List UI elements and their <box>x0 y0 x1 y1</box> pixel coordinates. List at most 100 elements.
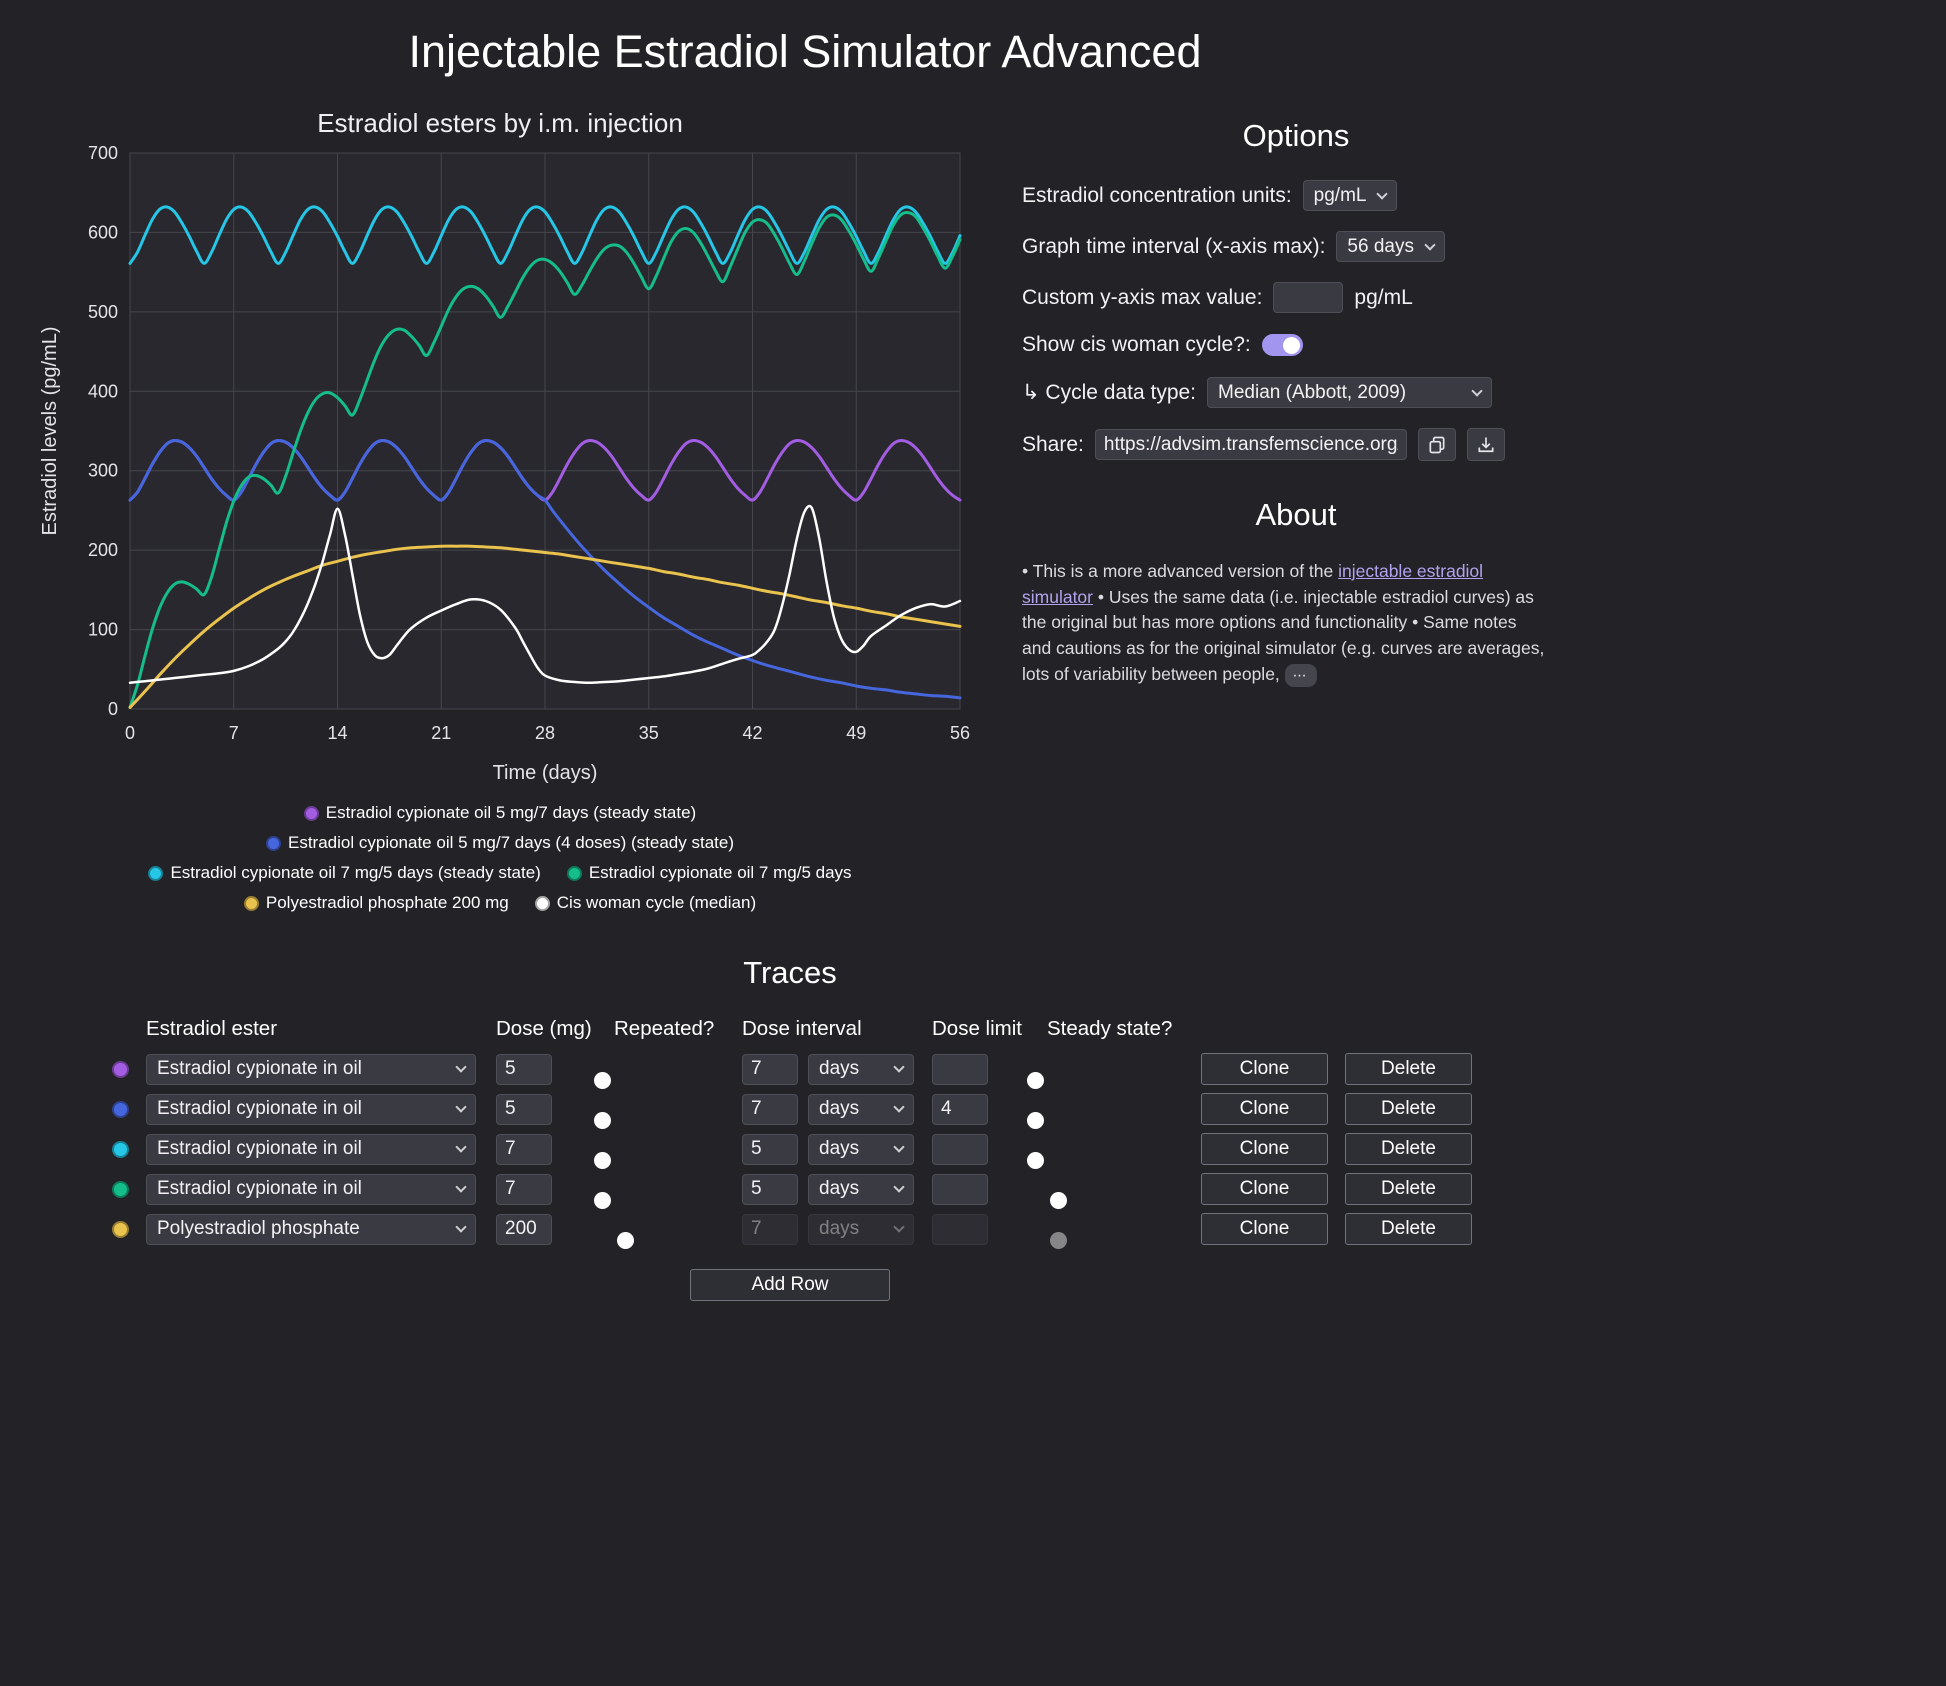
ester-select-value: Estradiol cypionate in oil <box>157 1098 362 1119</box>
legend-item[interactable]: Polyestradiol phosphate 200 mg <box>243 893 509 913</box>
cycle-type-select[interactable]: Median (Abbott, 2009) <box>1207 377 1493 408</box>
interval-unit-select[interactable]: days <box>808 1053 914 1085</box>
dose-input[interactable] <box>496 1213 552 1245</box>
ester-select[interactable]: Polyestradiol phosphate <box>146 1213 476 1245</box>
chart-section: Estradiol esters by i.m. injection 0 7 14 2… <box>30 108 970 913</box>
ester-select-value: Polyestradiol phosphate <box>157 1218 360 1239</box>
traces-section: Traces Estradiol ester Dose (mg) Repeate… <box>30 955 1550 1301</box>
estradiol-chart[interactable]: 0 7 14 21 28 35 42 49 56 0 100 200 300 400 500 600 700 Ti… <box>30 141 970 791</box>
legend-item[interactable]: Estradiol cypionate oil 5 mg/7 days (4 d… <box>266 833 734 853</box>
cis-cycle-label: Show cis woman cycle?: <box>1022 333 1251 356</box>
interval-unit-select[interactable]: days <box>808 1133 914 1165</box>
download-icon <box>1478 437 1494 452</box>
simulator-link[interactable]: injectable estradiol simulator <box>1022 561 1484 607</box>
dose-interval-input[interactable] <box>742 1133 798 1165</box>
delete-button[interactable]: Delete <box>1345 1053 1472 1085</box>
trace-row: Estradiol cypionate in oil days Clone De… <box>105 1053 1550 1085</box>
dose-interval-input[interactable] <box>742 1173 798 1205</box>
page-title: Injectable Estradiol Simulator Advanced <box>408 26 1202 77</box>
delete-button[interactable]: Delete <box>1345 1093 1472 1125</box>
legend-item[interactable]: Estradiol cypionate oil 5 mg/7 days (ste… <box>303 803 697 823</box>
chevron-down-icon <box>455 1101 467 1113</box>
dose-limit-input[interactable] <box>932 1053 988 1085</box>
expand-about-button[interactable]: ⋯ <box>1284 663 1317 687</box>
legend-item[interactable]: Cis woman cycle (median) <box>534 893 756 913</box>
dose-input[interactable] <box>496 1173 552 1205</box>
units-select[interactable]: pg/mL <box>1302 180 1398 211</box>
time-interval-select-value: 56 days <box>1347 235 1414 257</box>
interval-unit-select[interactable]: days <box>808 1093 914 1125</box>
legend-label: Polyestradiol phosphate 200 mg <box>265 893 509 912</box>
clone-button[interactable]: Clone <box>1201 1093 1328 1125</box>
legend-label: Estradiol cypionate oil 5 mg/7 days (ste… <box>325 803 697 822</box>
y-tick-label: 200 <box>88 540 118 560</box>
legend-dot <box>303 805 319 821</box>
header-dose: Dose (mg) <box>496 1017 592 1040</box>
ester-select[interactable]: Estradiol cypionate in oil <box>146 1093 476 1125</box>
legend-dot <box>566 865 582 881</box>
ester-select-value: Estradiol cypionate in oil <box>157 1178 362 1199</box>
legend-dot <box>243 895 259 911</box>
chevron-down-icon <box>455 1221 467 1233</box>
copy-link-button[interactable] <box>1417 428 1456 461</box>
cis-cycle-toggle[interactable] <box>1261 334 1303 356</box>
trace-row: Estradiol cypionate in oil days Clone De… <box>105 1133 1550 1165</box>
interval-unit-value: days <box>819 1098 860 1119</box>
chevron-down-icon <box>455 1181 467 1193</box>
dose-interval-input[interactable] <box>742 1093 798 1125</box>
series-line-3 <box>128 211 962 709</box>
delete-button[interactable]: Delete <box>1345 1173 1472 1205</box>
interval-unit-value: days <box>819 1218 860 1239</box>
ester-select[interactable]: Estradiol cypionate in oil <box>146 1053 476 1085</box>
chevron-down-icon <box>1471 384 1483 397</box>
options-panel: Options Estradiol concentration units: p… <box>1022 108 1570 688</box>
x-tick-label: 42 <box>742 723 762 743</box>
dose-limit-input[interactable] <box>932 1173 988 1205</box>
trace-color-dot <box>111 1180 129 1198</box>
legend-dot <box>266 835 281 851</box>
ester-select[interactable]: Estradiol cypionate in oil <box>146 1173 476 1205</box>
delete-button[interactable]: Delete <box>1345 1213 1472 1245</box>
dose-limit-input[interactable] <box>932 1093 988 1125</box>
clone-button[interactable]: Clone <box>1201 1173 1328 1205</box>
interval-unit-select: days <box>808 1213 914 1245</box>
cycle-type-row: ↳ Cycle data type: Median (Abbott, 2009) <box>1022 377 1570 408</box>
ymax-unit-suffix: pg/mL <box>1354 285 1413 309</box>
header-steady-state: Steady state? <box>1047 1017 1173 1040</box>
chevron-down-icon <box>893 1221 905 1233</box>
series-line-4 <box>128 544 962 709</box>
time-interval-select[interactable]: 56 days <box>1336 231 1445 262</box>
x-tick-label: 49 <box>846 723 866 743</box>
share-label: Share: <box>1022 432 1084 456</box>
add-row-button[interactable]: Add Row <box>690 1269 890 1301</box>
about-part2: • Uses the same data (i.e. injectable es… <box>1022 586 1545 684</box>
legend-label: Estradiol cypionate oil 7 mg/5 days <box>588 863 852 882</box>
clone-button[interactable]: Clone <box>1201 1053 1328 1085</box>
ymax-input[interactable] <box>1273 282 1344 313</box>
dose-input[interactable] <box>496 1133 552 1165</box>
interval-unit-value: days <box>819 1138 860 1159</box>
trace-color-dot <box>111 1060 129 1078</box>
legend-item[interactable]: Estradiol cypionate oil 7 mg/5 days <box>566 863 852 883</box>
cis-cycle-row: Show cis woman cycle?: <box>1022 333 1570 357</box>
time-interval-row: Graph time interval (x-axis max): 56 day… <box>1022 231 1570 262</box>
ester-select[interactable]: Estradiol cypionate in oil <box>146 1133 476 1165</box>
download-button[interactable] <box>1466 428 1505 461</box>
legend-label: Estradiol cypionate oil 7 mg/5 days (ste… <box>170 863 541 882</box>
dose-limit-input[interactable] <box>932 1133 988 1165</box>
clone-button[interactable]: Clone <box>1201 1213 1328 1245</box>
about-text: • This is a more advanced version of the… <box>1022 559 1550 688</box>
ymax-row: Custom y-axis max value: pg/mL <box>1022 282 1570 313</box>
clone-button[interactable]: Clone <box>1201 1133 1328 1165</box>
dose-input[interactable] <box>496 1093 552 1125</box>
cycle-type-select-value: Median (Abbott, 2009) <box>1218 381 1407 403</box>
interval-unit-select[interactable]: days <box>808 1173 914 1205</box>
legend-item[interactable]: Estradiol cypionate oil 7 mg/5 days (ste… <box>148 863 541 883</box>
dose-interval-input[interactable] <box>742 1053 798 1085</box>
delete-button[interactable]: Delete <box>1345 1133 1472 1165</box>
header-ester: Estradiol ester <box>146 1017 278 1040</box>
traces-header-row: Estradiol ester Dose (mg) Repeated? Dose… <box>105 1017 1550 1041</box>
dose-input[interactable] <box>496 1053 552 1085</box>
interval-unit-value: days <box>819 1178 860 1199</box>
share-url-input[interactable] <box>1094 429 1407 460</box>
